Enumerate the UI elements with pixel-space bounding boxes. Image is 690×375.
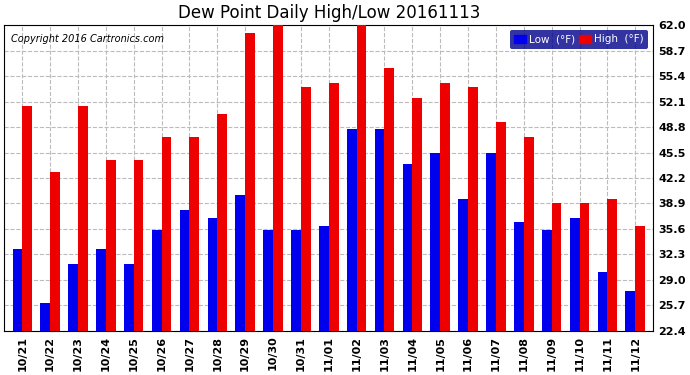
Bar	[402, 164, 413, 331]
Bar	[264, 230, 273, 331]
Bar	[607, 199, 617, 331]
Bar	[626, 291, 635, 331]
Bar	[384, 68, 394, 331]
Bar	[217, 114, 227, 331]
Bar	[68, 264, 78, 331]
Bar	[190, 137, 199, 331]
Bar	[551, 202, 562, 331]
Bar	[542, 230, 551, 331]
Bar	[347, 129, 357, 331]
Title: Dew Point Daily High/Low 20161113: Dew Point Daily High/Low 20161113	[177, 4, 480, 22]
Bar	[598, 272, 607, 331]
Bar	[22, 106, 32, 331]
Bar	[78, 106, 88, 331]
Bar	[580, 202, 589, 331]
Bar	[458, 199, 468, 331]
Bar	[235, 195, 245, 331]
Bar	[273, 25, 283, 331]
Bar	[468, 87, 477, 331]
Bar	[328, 83, 339, 331]
Bar	[319, 226, 328, 331]
Bar	[413, 99, 422, 331]
Bar	[496, 122, 506, 331]
Legend: Low  (°F), High  (°F): Low (°F), High (°F)	[510, 30, 648, 49]
Bar	[291, 230, 301, 331]
Bar	[635, 226, 645, 331]
Bar	[41, 303, 50, 331]
Bar	[161, 137, 171, 331]
Bar	[152, 230, 161, 331]
Bar	[208, 218, 217, 331]
Text: Copyright 2016 Cartronics.com: Copyright 2016 Cartronics.com	[10, 34, 164, 44]
Bar	[524, 137, 533, 331]
Bar	[245, 33, 255, 331]
Bar	[431, 153, 440, 331]
Bar	[301, 87, 310, 331]
Bar	[12, 249, 22, 331]
Bar	[570, 218, 580, 331]
Bar	[440, 83, 450, 331]
Bar	[50, 172, 60, 331]
Bar	[357, 25, 366, 331]
Bar	[514, 222, 524, 331]
Bar	[179, 210, 190, 331]
Bar	[134, 160, 144, 331]
Bar	[106, 160, 116, 331]
Bar	[486, 153, 496, 331]
Bar	[124, 264, 134, 331]
Bar	[375, 129, 384, 331]
Bar	[96, 249, 106, 331]
